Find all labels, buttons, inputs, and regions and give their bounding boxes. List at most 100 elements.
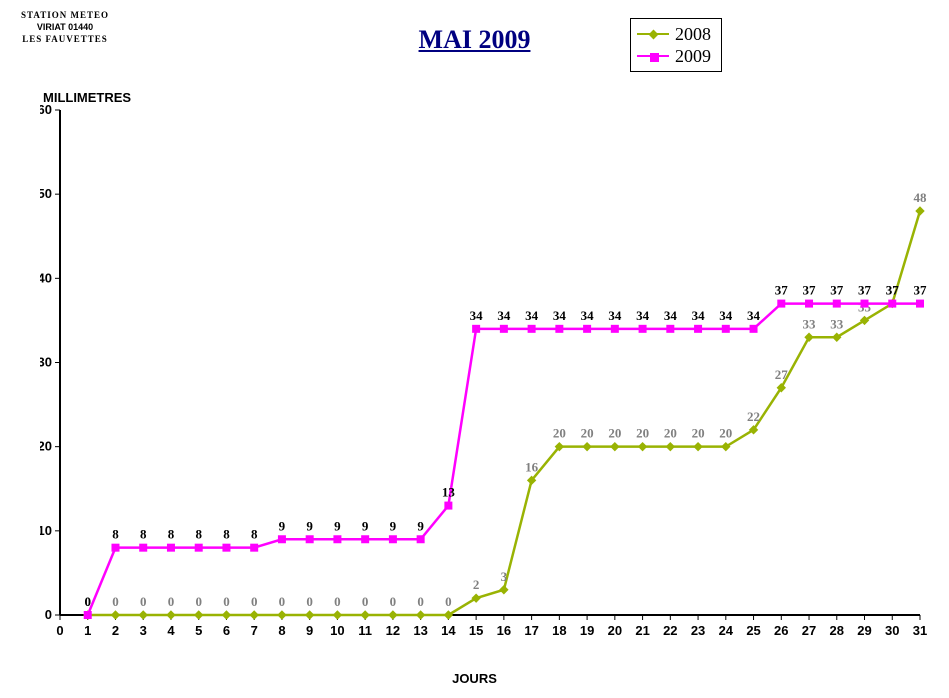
marker-2009 xyxy=(306,536,313,543)
datalabel-2009: 0 xyxy=(84,594,91,609)
datalabel-2009: 34 xyxy=(608,308,622,323)
legend-item-2008: 2008 xyxy=(637,23,711,45)
datalabel-2008: 0 xyxy=(195,594,202,609)
svg-text:60: 60 xyxy=(40,105,52,117)
datalabel-2009: 34 xyxy=(664,308,678,323)
marker-2009 xyxy=(389,536,396,543)
marker-2008 xyxy=(583,443,591,451)
svg-text:40: 40 xyxy=(40,270,52,285)
datalabel-2009: 13 xyxy=(442,485,456,500)
svg-text:24: 24 xyxy=(719,623,734,638)
series-line-2008 xyxy=(88,211,920,615)
logo-top: STATION METEO xyxy=(20,10,110,20)
marker-2008 xyxy=(361,611,369,619)
datalabel-2009: 8 xyxy=(251,527,258,542)
marker-2009 xyxy=(140,544,147,551)
datalabel-2008: 3 xyxy=(501,569,508,584)
datalabel-2009: 34 xyxy=(636,308,650,323)
datalabel-2008: 0 xyxy=(445,594,452,609)
datalabel-2009: 34 xyxy=(692,308,706,323)
svg-text:19: 19 xyxy=(580,623,594,638)
marker-2009 xyxy=(278,536,285,543)
datalabel-2008: 0 xyxy=(334,594,341,609)
datalabel-2009: 34 xyxy=(553,308,567,323)
datalabel-2008: 20 xyxy=(664,426,677,441)
datalabel-2009: 8 xyxy=(112,527,119,542)
datalabel-2008: 20 xyxy=(553,426,566,441)
datalabel-2008: 0 xyxy=(251,594,258,609)
datalabel-2008: 0 xyxy=(417,594,424,609)
marker-2009 xyxy=(917,300,924,307)
marker-2009 xyxy=(251,544,258,551)
marker-2009 xyxy=(528,325,535,332)
datalabel-2008: 0 xyxy=(390,594,397,609)
datalabel-2008: 20 xyxy=(692,426,705,441)
datalabel-2009: 37 xyxy=(886,283,900,298)
marker-2009 xyxy=(861,300,868,307)
svg-text:1: 1 xyxy=(84,623,91,638)
marker-2008 xyxy=(195,611,203,619)
svg-text:10: 10 xyxy=(330,623,344,638)
marker-2009 xyxy=(722,325,729,332)
marker-2009 xyxy=(362,536,369,543)
marker-2009 xyxy=(500,325,507,332)
svg-text:20: 20 xyxy=(40,439,52,454)
marker-2008 xyxy=(333,611,341,619)
y-axis-title: MILLIMETRES xyxy=(43,90,131,105)
marker-2009 xyxy=(611,325,618,332)
marker-2008 xyxy=(639,443,647,451)
svg-text:17: 17 xyxy=(524,623,538,638)
datalabel-2009: 34 xyxy=(747,308,761,323)
datalabel-2008: 16 xyxy=(525,459,539,474)
datalabel-2008: 0 xyxy=(362,594,369,609)
svg-text:30: 30 xyxy=(40,355,52,370)
svg-text:23: 23 xyxy=(691,623,705,638)
marker-2008 xyxy=(139,611,147,619)
datalabel-2008: 27 xyxy=(775,367,789,382)
svg-text:27: 27 xyxy=(802,623,816,638)
marker-2009 xyxy=(667,325,674,332)
datalabel-2008: 2 xyxy=(473,577,480,592)
marker-2008 xyxy=(250,611,258,619)
svg-text:16: 16 xyxy=(497,623,511,638)
datalabel-2008: 20 xyxy=(581,426,594,441)
marker-2008 xyxy=(916,207,924,215)
datalabel-2009: 9 xyxy=(306,518,313,533)
marker-2009 xyxy=(639,325,646,332)
svg-text:8: 8 xyxy=(278,623,285,638)
marker-2008 xyxy=(278,611,286,619)
marker-2008 xyxy=(222,611,230,619)
datalabel-2009: 37 xyxy=(830,283,844,298)
datalabel-2008: 0 xyxy=(168,594,175,609)
svg-text:4: 4 xyxy=(167,623,175,638)
svg-text:21: 21 xyxy=(635,623,649,638)
marker-2009 xyxy=(889,300,896,307)
marker-2008 xyxy=(417,611,425,619)
svg-text:15: 15 xyxy=(469,623,483,638)
datalabel-2008: 22 xyxy=(747,409,760,424)
x-axis-title: JOURS xyxy=(0,671,949,686)
datalabel-2009: 8 xyxy=(168,527,175,542)
svg-text:12: 12 xyxy=(386,623,400,638)
marker-2008 xyxy=(611,443,619,451)
marker-2009 xyxy=(195,544,202,551)
marker-2009 xyxy=(473,325,480,332)
datalabel-2008: 48 xyxy=(914,190,928,205)
svg-text:6: 6 xyxy=(223,623,230,638)
line-chart: 0102030405060012345678910111213141516171… xyxy=(40,105,930,650)
svg-text:18: 18 xyxy=(552,623,566,638)
marker-2009 xyxy=(556,325,563,332)
datalabel-2009: 37 xyxy=(858,283,872,298)
datalabel-2008: 33 xyxy=(830,316,844,331)
datalabel-2009: 34 xyxy=(525,308,539,323)
datalabel-2009: 37 xyxy=(803,283,817,298)
marker-2009 xyxy=(778,300,785,307)
datalabel-2009: 34 xyxy=(581,308,595,323)
datalabel-2009: 9 xyxy=(334,518,341,533)
marker-2009 xyxy=(417,536,424,543)
datalabel-2009: 9 xyxy=(390,518,397,533)
marker-2008 xyxy=(111,611,119,619)
datalabel-2009: 34 xyxy=(719,308,733,323)
marker-2008 xyxy=(694,443,702,451)
marker-2008 xyxy=(389,611,397,619)
